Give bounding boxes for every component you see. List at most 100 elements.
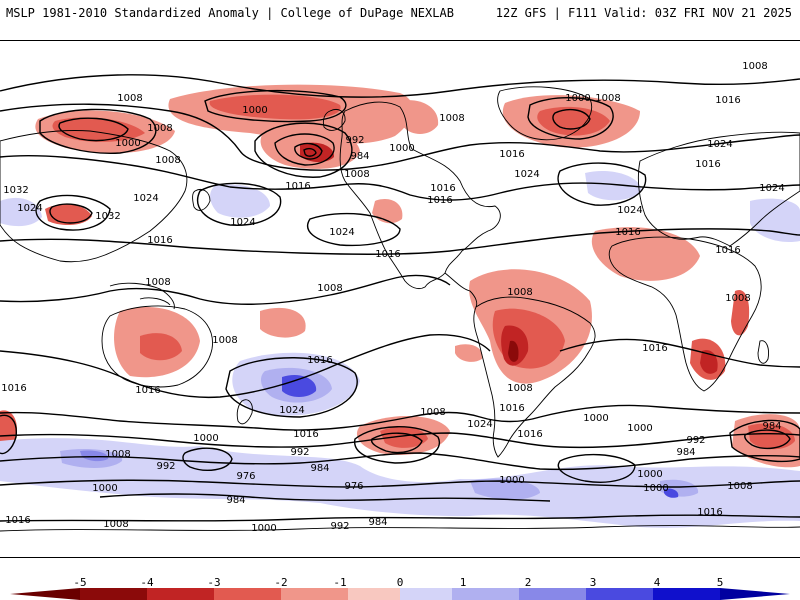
colorbar-seg <box>400 588 452 600</box>
isobar-label: 1024 <box>329 227 354 238</box>
anomaly-southern-ocean-band <box>0 438 800 528</box>
isobar-label: 1016 <box>517 429 542 440</box>
isobar-label: 1000 <box>643 483 668 494</box>
anomaly-south-pacific-core <box>380 426 428 448</box>
isobar-aleutian-low-mid <box>274 133 335 166</box>
colorbar-tick: 0 <box>396 576 404 589</box>
colorbar-tick: -1 <box>333 576 347 589</box>
isobar-antarctic <box>0 514 800 522</box>
colorbar-seg <box>147 588 214 600</box>
isobar-label: 1008 <box>727 481 752 492</box>
isobar-label: 1024 <box>617 205 642 216</box>
isobar-label: 976 <box>236 471 255 482</box>
isobar-label: 984 <box>226 495 245 506</box>
anomaly-south-africa-core <box>700 350 718 374</box>
isobar-aleutian-low-inner <box>294 142 323 160</box>
colorbar-seg <box>348 588 400 600</box>
isobar-small-2 <box>557 453 636 483</box>
anomaly-aleutian-core <box>300 142 335 163</box>
isobar-label: 1016 <box>293 429 318 440</box>
isobar-label: 1016 <box>499 149 524 160</box>
coast-australia <box>101 305 213 388</box>
isobar-label: 992 <box>290 447 309 458</box>
isobar-label: 1000 <box>389 143 414 154</box>
isobar-label: 1008 <box>507 383 532 394</box>
anomaly-west-pacific-high <box>0 197 42 227</box>
isobar-label: 1008 <box>439 113 464 124</box>
colorbar-seg <box>452 588 519 600</box>
anomaly-north-pacific-high <box>210 184 270 218</box>
isobar-label: 1016 <box>285 181 310 192</box>
isobar-label: 1008 <box>145 277 170 288</box>
anomaly-hudson <box>400 100 439 134</box>
colorbar-tick: -2 <box>274 576 288 589</box>
isobar-label: 1016 <box>427 195 452 206</box>
coastlines <box>0 86 800 532</box>
map-title: MSLP 1981-2010 Standardized Anomaly | Co… <box>6 6 454 20</box>
isobar-nh-3 <box>0 155 800 201</box>
isobar-label: 1016 <box>615 227 640 238</box>
isobar-label: 1008 <box>420 407 445 418</box>
isobar-label: 1008 <box>212 335 237 346</box>
isobar-tibet-high <box>35 194 111 231</box>
anomaly-southern-band-core-3 <box>470 478 540 500</box>
isobar-nw-pacific-low-inner <box>58 117 129 142</box>
isobar-label: 1016 <box>697 507 722 518</box>
isobar-equatorial <box>0 274 451 305</box>
isobar-label: 1024 <box>279 405 304 416</box>
isobar-nh-1 <box>0 74 800 98</box>
coast-greenland <box>497 86 592 141</box>
isobar-label: 1024 <box>17 203 42 214</box>
isobar-label: 1024 <box>467 419 492 430</box>
isobar-label: 1000 <box>242 105 267 116</box>
isobar-label: 1024 <box>514 169 539 180</box>
isobar-label: 1008 <box>105 449 130 460</box>
isobar-label: 992 <box>156 461 175 472</box>
isobar-label: 984 <box>310 463 329 474</box>
colorbar-tick: -3 <box>207 576 221 589</box>
colorbar <box>10 588 790 600</box>
anomaly-australia-core <box>140 333 182 361</box>
isobar-label: 1016 <box>715 245 740 256</box>
isobar-label: 1000 <box>92 483 117 494</box>
isobar-label: 1008 <box>103 519 128 530</box>
isobar-label: 1016 <box>642 343 667 354</box>
isobar-label: 1008 <box>742 61 767 72</box>
isobar-label: 1024 <box>759 183 784 194</box>
isobar-nh-2 <box>0 103 800 171</box>
colorbar-tick: -5 <box>73 576 87 589</box>
isobar-label: 1000 <box>193 433 218 444</box>
anomaly-south-pacific-high-max <box>282 374 317 397</box>
isobar-south-indian-low <box>729 419 800 462</box>
colorbar-seg <box>519 588 586 600</box>
isobar-label: 1016 <box>1 383 26 394</box>
anomaly-north-pacific-core <box>209 94 341 120</box>
coast-central-america <box>444 272 478 308</box>
colorbar-arrow-left <box>10 588 80 600</box>
colorbar-tick: 2 <box>524 576 532 589</box>
isobar-greenland-low <box>527 97 614 140</box>
isobar-south-pacific-low-inner <box>370 432 423 454</box>
isobar-label: 1024 <box>230 217 255 228</box>
isobar-greenland-low-inner <box>552 108 591 130</box>
isobar-tibet-high-inner <box>49 203 93 224</box>
colorbar-segments <box>10 588 790 600</box>
isobar-label: 984 <box>762 421 781 432</box>
isobar-label: 992 <box>345 135 364 146</box>
isobar-label: 1000 <box>251 523 276 534</box>
model-run-info: 12Z GFS | F111 Valid: 03Z FRI NOV 21 202… <box>495 6 792 20</box>
anomaly-small-3 <box>455 344 483 362</box>
isobar-south-1000 <box>0 432 800 449</box>
coast-antarctica <box>0 525 800 532</box>
isobar-label: 992 <box>330 521 349 532</box>
isobar-label: 1032 <box>95 211 120 222</box>
isobar-label: 1000 <box>627 423 652 434</box>
isobar-central-pacific-high <box>307 212 401 247</box>
coast-alaska <box>322 109 346 131</box>
colorbar-seg <box>653 588 720 600</box>
colorbar-tick: 1 <box>459 576 467 589</box>
isobar-north-pacific-high <box>197 182 282 226</box>
colorbar-seg <box>80 588 147 600</box>
colorbar-tick: 3 <box>589 576 597 589</box>
isobar-label: 1000 <box>499 475 524 486</box>
